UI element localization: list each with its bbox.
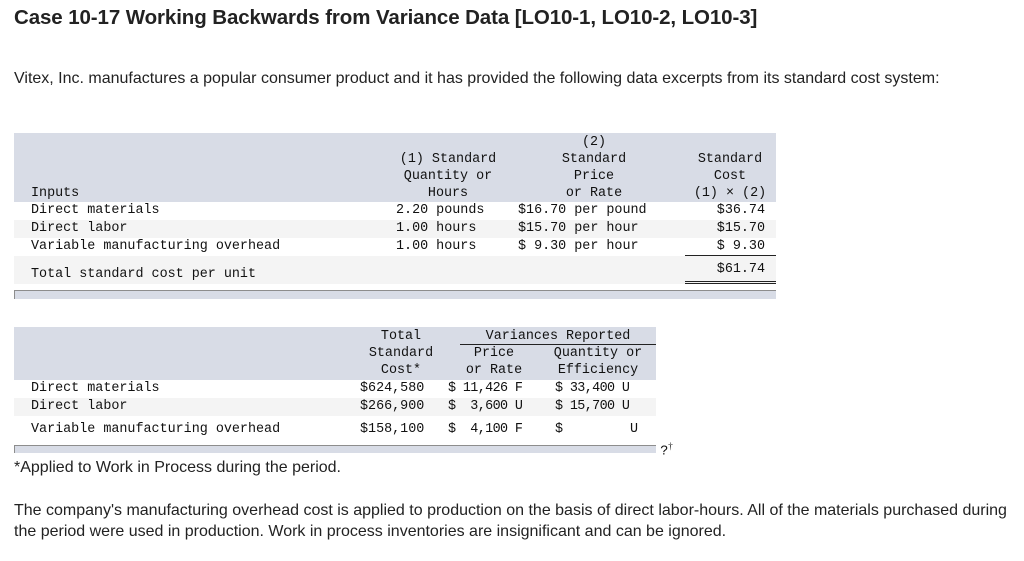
row-quantity-variance-unknown: ?†: [612, 421, 673, 477]
row-input: Direct labor: [31, 221, 128, 236]
row-quantity: 2.20 pounds: [396, 203, 485, 218]
header-price-line1: Price: [473, 346, 515, 361]
table-header: Total Standard Cost* Variances Reported …: [14, 327, 656, 380]
intro-paragraph: Vitex, Inc. manufactures a popular consu…: [14, 70, 940, 87]
total-label: Total standard cost per unit: [31, 267, 256, 282]
header-cost-line3: (1) × (2): [693, 186, 767, 201]
row-total: $624,580: [360, 381, 425, 396]
header-variances-group: Variances Reported: [485, 329, 631, 344]
footnote: *Applied to Work in Process during the p…: [14, 459, 341, 476]
total-cost: $61.74: [716, 262, 765, 277]
row-cost: $15.70: [716, 221, 765, 236]
header-price-line1: Standard: [561, 152, 627, 167]
row-quantity-variance: $ 33,400 U: [555, 381, 630, 396]
row-input: Variable manufacturing overhead: [31, 239, 281, 254]
standard-cost-table: Inputs (1) Standard Quantity or Hours (2…: [14, 133, 776, 299]
closing-paragraph: The company's manufacturing overhead cos…: [14, 502, 1007, 540]
row-quantity-variance-dollar: $: [555, 422, 564, 437]
header-price-line2: or Rate: [465, 363, 523, 378]
row-price-variance: $ 4,100 F: [448, 422, 523, 437]
header-quantity-line2: Quantity or: [403, 169, 493, 184]
dagger-mark: †: [668, 441, 673, 451]
header-quantity-line2: Efficiency: [557, 363, 639, 378]
row-input: Direct materials: [31, 381, 160, 396]
header-quantity-line1: (1) Standard: [399, 152, 497, 167]
row-total: $266,900: [360, 399, 425, 414]
header-cost-line1: Standard: [697, 152, 763, 167]
row-price: $16.70 per pound: [518, 203, 647, 218]
table-row: Variable manufacturing overhead 1.00 hou…: [14, 238, 776, 256]
row-cost: $36.74: [716, 203, 765, 218]
row-price: $15.70 per hour: [518, 221, 639, 236]
case-title: Case 10-17 Working Backwards from Varian…: [14, 6, 758, 29]
header-total-line1: Total: [380, 329, 422, 344]
table-row: Direct materials 2.20 pounds $16.70 per …: [14, 202, 776, 220]
total-row: Total standard cost per unit $61.74: [14, 256, 776, 284]
row-quantity: 1.00 hours: [396, 239, 477, 254]
header-total-line2: Standard: [368, 346, 434, 361]
variance-table: Total Standard Cost* Variances Reported …: [14, 327, 673, 459]
row-quantity: 1.00 hours: [396, 221, 477, 236]
row-price-variance: $ 3,600 U: [448, 399, 523, 414]
header-cost-line2: Cost: [713, 169, 747, 184]
row-input: Direct labor: [31, 399, 128, 414]
table-row: Variable manufacturing overhead $158,100…: [14, 416, 673, 459]
table-bottom-band: [14, 445, 656, 453]
table-row: Direct labor $266,900 $ 3,600 U $ 15,700…: [14, 398, 656, 416]
table-bottom-band: [14, 290, 776, 299]
subtotal-rule: [685, 255, 776, 256]
table-header: Inputs (1) Standard Quantity or Hours (2…: [14, 133, 776, 202]
header-total-line3: Cost*: [380, 363, 422, 378]
table-row: Direct materials $624,580 $ 11,426 F $ 3…: [14, 380, 656, 398]
row-cost: $ 9.30: [716, 239, 765, 254]
row-input: Variable manufacturing overhead: [31, 422, 281, 437]
header-inputs: Inputs: [31, 186, 80, 201]
group-underline: [460, 344, 656, 345]
table-row: Direct labor 1.00 hours $15.70 per hour …: [14, 220, 776, 238]
header-price-line2: Price: [573, 169, 615, 184]
row-price-variance: $ 11,426 F: [448, 381, 523, 396]
unknown-value: ?: [660, 444, 669, 460]
row-quantity-variance-flag: U: [630, 422, 639, 437]
row-input: Direct materials: [31, 203, 160, 218]
row-total: $158,100: [360, 422, 425, 437]
header-quantity-line1: Quantity or: [553, 346, 643, 361]
header-quantity-line3: Hours: [427, 186, 469, 201]
total-double-rule: [685, 281, 776, 284]
header-price-line3: or Rate: [565, 186, 623, 201]
header-price-line0: (2): [581, 135, 607, 150]
row-quantity-variance: $ 15,700 U: [555, 399, 630, 414]
row-price: $ 9.30 per hour: [518, 239, 639, 254]
